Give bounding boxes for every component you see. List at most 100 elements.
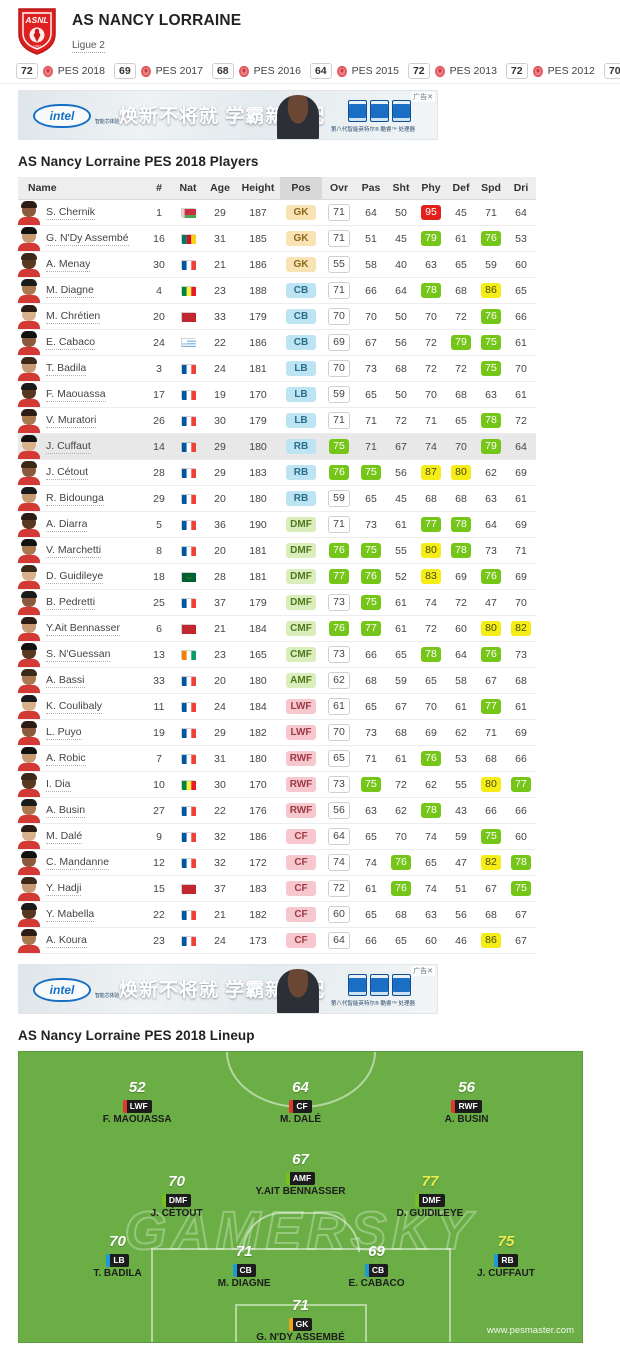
table-row[interactable]: T. Badila 3 24 181 LB 70 73 68 72 72 75 70 <box>18 355 536 383</box>
player-name-link[interactable]: A. Diarra <box>46 517 88 532</box>
table-row[interactable]: Y.Ait Bennasser 6 21 184 CMF 76 77 61 72 60 80 82 <box>18 615 536 643</box>
ad-close-icon[interactable]: 广告✕ <box>411 92 435 103</box>
player-name-link[interactable]: I. Dia <box>46 777 71 792</box>
table-row[interactable]: C. Mandanne 12 32 172 CF 74 74 76 65 47 82 78 <box>18 849 536 877</box>
table-row[interactable]: D. Guidileye 18 28 181 DMF 77 76 52 83 69 76 69 <box>18 563 536 591</box>
ad-banner-top[interactable]: intel 智能芯体验 焕新不将就 学霸新标配 第八代智能英特尔® 酷睿™ 处理… <box>18 90 438 141</box>
player-name-link[interactable]: M. Chrétien <box>46 309 101 324</box>
player-name-link[interactable]: J. Cuffaut <box>46 439 91 454</box>
player-name-link[interactable]: Y. Mabella <box>46 907 95 922</box>
table-row[interactable]: S. Chernik 1 29 187 GK 71 64 50 95 45 71 64 <box>18 199 536 227</box>
table-row[interactable]: A. Robic 7 31 180 RWF 65 71 61 76 53 68 66 <box>18 745 536 773</box>
pes-year-badge[interactable]: 70PES 2011 <box>603 63 620 80</box>
player-name-link[interactable]: G. N'Dy Assembé <box>46 231 129 246</box>
player-name-link[interactable]: A. Bassi <box>46 673 85 688</box>
cell-player-name[interactable]: A. Menay <box>18 251 146 279</box>
table-row[interactable]: J. Cétout 28 29 183 RB 76 75 56 87 80 62 69 <box>18 459 536 487</box>
table-row[interactable]: L. Puyo 19 29 182 LWF 70 73 68 69 62 71 69 <box>18 719 536 747</box>
pes-year-badge[interactable]: 72 PES 2013 <box>407 63 497 80</box>
cell-player-name[interactable]: A. Diarra <box>18 511 146 539</box>
lineup-player[interactable]: 64 CF M. DALÉ <box>226 1080 376 1126</box>
cell-player-name[interactable]: I. Dia <box>18 771 146 799</box>
cell-player-name[interactable]: R. Bidounga <box>18 485 146 513</box>
table-row[interactable]: K. Coulibaly 11 24 184 LWF 61 65 67 70 61 77 61 <box>18 693 536 721</box>
cell-player-name[interactable]: T. Badila <box>18 355 146 383</box>
table-row[interactable]: M. Dalé 9 32 186 CF 64 65 70 74 59 75 60 <box>18 823 536 851</box>
column-header-pas[interactable]: Pas <box>356 177 386 201</box>
player-name-link[interactable]: M. Dalé <box>46 829 83 844</box>
cell-player-name[interactable]: V. Muratori <box>18 407 146 435</box>
player-name-link[interactable]: L. Puyo <box>46 725 82 740</box>
cell-player-name[interactable]: D. Guidileye <box>18 563 146 591</box>
lineup-player[interactable]: 75 RB J. CUFFAUT <box>431 1234 581 1280</box>
cell-player-name[interactable]: Y. Hadji <box>18 875 146 903</box>
pes-year-badge[interactable]: 69 PES 2017 <box>113 63 203 80</box>
player-name-link[interactable]: K. Coulibaly <box>46 699 103 714</box>
cell-player-name[interactable]: B. Pedretti <box>18 589 146 617</box>
table-row[interactable]: E. Cabaco 24 22 186 CB 69 67 56 72 79 75 61 <box>18 329 536 357</box>
player-name-link[interactable]: F. Maouassa <box>46 387 106 402</box>
lineup-player[interactable]: 71 CB M. DIAGNE <box>169 1244 319 1290</box>
column-header-def[interactable]: Def <box>446 177 476 201</box>
table-row[interactable]: M. Diagne 4 23 188 CB 71 66 64 78 68 86 65 <box>18 277 536 305</box>
player-name-link[interactable]: M. Diagne <box>46 283 94 298</box>
pes-year-badge[interactable]: 72 PES 2012 <box>505 63 595 80</box>
player-name-link[interactable]: E. Cabaco <box>46 335 96 350</box>
lineup-player[interactable]: 77 DMF D. GUIDILEYE <box>355 1174 505 1220</box>
column-header-name[interactable]: Name <box>18 177 146 201</box>
column-header-dri[interactable]: Dri <box>506 177 536 201</box>
column-header-age[interactable]: Age <box>204 177 236 201</box>
cell-player-name[interactable]: M. Diagne <box>18 277 146 305</box>
player-name-link[interactable]: A. Busin <box>46 803 86 818</box>
table-row[interactable]: Y. Mabella 22 21 182 CF 60 65 68 63 56 68 67 <box>18 901 536 929</box>
lineup-player[interactable]: 52 LWF F. MAOUASSA <box>62 1080 212 1126</box>
ad-close-icon[interactable]: 广告✕ <box>411 966 435 977</box>
lineup-player[interactable]: 69 CB E. CABACO <box>302 1244 452 1290</box>
cell-player-name[interactable]: K. Coulibaly <box>18 693 146 721</box>
cell-player-name[interactable]: L. Puyo <box>18 719 146 747</box>
cell-player-name[interactable]: S. N'Guessan <box>18 641 146 669</box>
cell-player-name[interactable]: A. Koura <box>18 927 146 955</box>
player-name-link[interactable]: V. Marchetti <box>46 543 102 558</box>
table-row[interactable]: M. Chrétien 20 33 179 CB 70 70 50 70 72 76 66 <box>18 303 536 331</box>
table-row[interactable]: J. Cuffaut 14 29 180 RB 75 71 67 74 70 79 64 <box>18 433 536 461</box>
cell-player-name[interactable]: V. Marchetti <box>18 537 146 565</box>
lineup-player[interactable]: 70 LB T. BADILA <box>43 1234 193 1280</box>
club-league-link[interactable]: Ligue 2 <box>72 40 105 53</box>
cell-player-name[interactable]: E. Cabaco <box>18 329 146 357</box>
column-header-nat[interactable]: Nat <box>172 177 204 201</box>
player-name-link[interactable]: S. N'Guessan <box>46 647 111 662</box>
cell-player-name[interactable]: A. Busin <box>18 797 146 825</box>
table-row[interactable]: I. Dia 10 30 170 RWF 73 75 72 62 55 80 77 <box>18 771 536 799</box>
cell-player-name[interactable]: Y. Mabella <box>18 901 146 929</box>
table-row[interactable]: A. Bassi 33 20 180 AMF 62 68 59 65 58 67 68 <box>18 667 536 695</box>
pes-year-strip[interactable]: 72 PES 2018 69 PES 2017 68 PES 2016 64 PES 2015… <box>0 60 620 85</box>
cell-player-name[interactable]: F. Maouassa <box>18 381 146 409</box>
table-row[interactable]: A. Menay 30 21 186 GK 55 58 40 63 65 59 60 <box>18 251 536 279</box>
ad-banner-bottom[interactable]: intel 智能芯体验 焕新不将就 学霸新标配 第八代智能英特尔® 酷睿™ 处理… <box>18 964 438 1015</box>
cell-player-name[interactable]: M. Dalé <box>18 823 146 851</box>
player-name-link[interactable]: T. Badila <box>46 361 87 376</box>
player-name-link[interactable]: V. Muratori <box>46 413 97 428</box>
table-row[interactable]: V. Muratori 26 30 179 LB 71 71 72 71 65 78 72 <box>18 407 536 435</box>
table-row[interactable]: R. Bidounga 29 20 180 RB 59 65 45 68 68 63 61 <box>18 485 536 513</box>
table-row[interactable]: S. N'Guessan 13 23 165 CMF 73 66 65 78 64 76 73 <box>18 641 536 669</box>
table-row[interactable]: V. Marchetti 8 20 181 DMF 76 75 55 80 78 73 71 <box>18 537 536 565</box>
player-name-link[interactable]: A. Robic <box>46 751 86 766</box>
cell-player-name[interactable]: J. Cétout <box>18 459 146 487</box>
lineup-player[interactable]: 56 RWF A. BUSIN <box>392 1080 542 1126</box>
column-header-pos[interactable]: Pos <box>280 177 322 201</box>
player-name-link[interactable]: R. Bidounga <box>46 491 104 506</box>
player-name-link[interactable]: A. Koura <box>46 933 87 948</box>
table-row[interactable]: A. Busin 27 22 176 RWF 56 63 62 78 43 66 66 <box>18 797 536 825</box>
player-name-link[interactable]: S. Chernik <box>46 205 96 220</box>
table-row[interactable]: A. Diarra 5 36 190 DMF 71 73 61 77 78 64 69 <box>18 511 536 539</box>
player-name-link[interactable]: A. Menay <box>46 257 91 272</box>
cell-player-name[interactable]: J. Cuffaut <box>18 433 146 461</box>
pes-year-badge[interactable]: 68 PES 2016 <box>211 63 301 80</box>
player-name-link[interactable]: J. Cétout <box>46 465 89 480</box>
cell-player-name[interactable]: A. Robic <box>18 745 146 773</box>
cell-player-name[interactable]: C. Mandanne <box>18 849 146 877</box>
table-row[interactable]: B. Pedretti 25 37 179 DMF 73 75 61 74 72 47 70 <box>18 589 536 617</box>
column-header-phy[interactable]: Phy <box>416 177 446 201</box>
